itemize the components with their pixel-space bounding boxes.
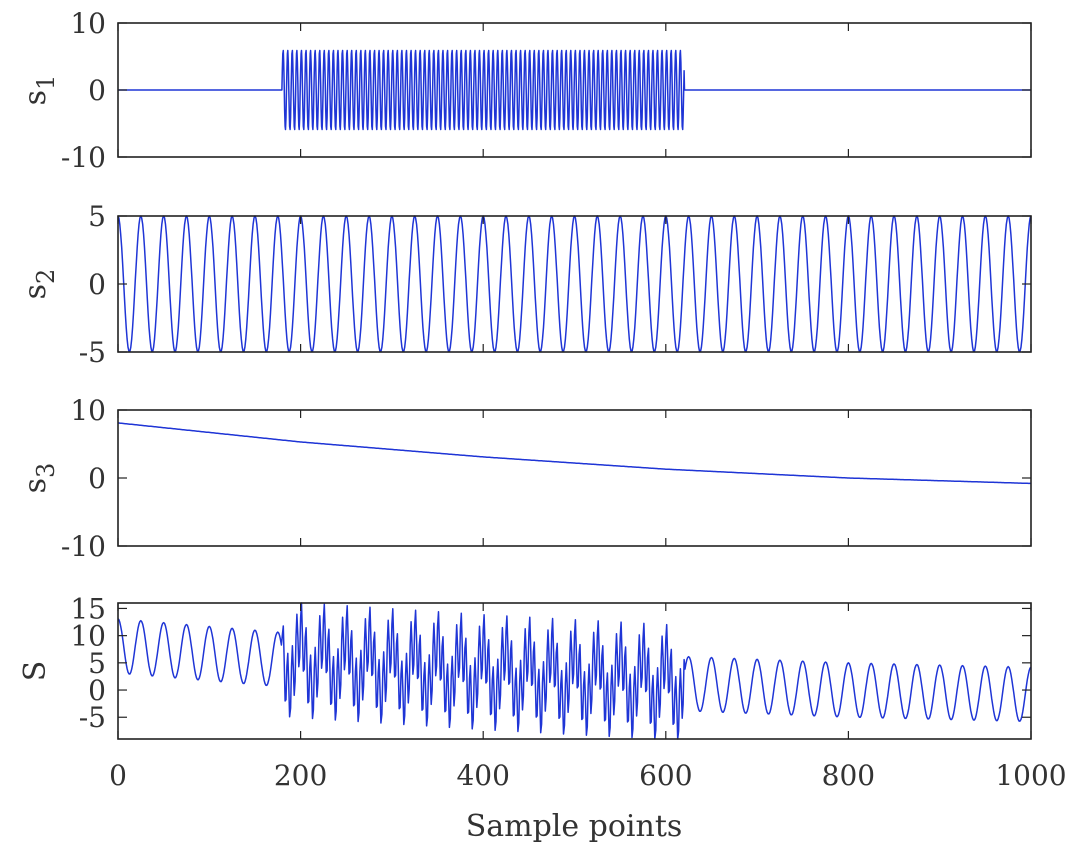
series-line-s3 <box>117 422 1031 485</box>
series-line-s1 <box>117 49 1032 131</box>
y-tick-label: 0 <box>88 462 106 495</box>
y-axis-label: S <box>18 661 53 682</box>
axes-frame <box>117 215 1032 353</box>
x-tick-label: 600 <box>639 759 692 792</box>
panel-s3: 10 0 -10 s3 <box>18 394 1032 563</box>
x-tick-label: 0 <box>109 759 127 792</box>
y-tick-label: 0 <box>88 674 106 707</box>
y-tick-label: 10 <box>70 620 106 653</box>
axes-frame <box>117 409 1032 547</box>
panel-s1: 10 0 -10 s1 <box>18 7 1032 174</box>
y-tick-label: 15 <box>70 592 106 625</box>
panel-s2: 5 0 -5 s2 <box>18 200 1032 369</box>
y-tick-label: 5 <box>88 200 106 233</box>
x-tick-label: 400 <box>456 759 509 792</box>
y-tick-label: -5 <box>79 701 106 734</box>
y-tick-label: 0 <box>88 74 106 107</box>
y-tick-label: -10 <box>61 530 106 563</box>
y-tick-label: 10 <box>70 7 106 40</box>
y-tick-label: 10 <box>70 394 106 427</box>
y-tick-label: 0 <box>88 268 106 301</box>
y-tick-label: -5 <box>79 336 106 369</box>
axes-frame <box>117 602 1032 740</box>
y-axis-label: s2 <box>18 269 60 300</box>
x-tick-label: 800 <box>822 759 875 792</box>
x-tick-label: 200 <box>274 759 327 792</box>
y-axis-label: s3 <box>18 463 60 494</box>
y-axis-label: s1 <box>18 75 60 106</box>
series-line-S <box>117 602 1032 740</box>
y-tick-label: 5 <box>88 647 106 680</box>
x-axis-label: Sample points <box>466 809 683 844</box>
y-tick-label: -10 <box>61 141 106 174</box>
series-line-s2 <box>117 215 1032 353</box>
x-tick-label: 1000 <box>995 759 1066 792</box>
